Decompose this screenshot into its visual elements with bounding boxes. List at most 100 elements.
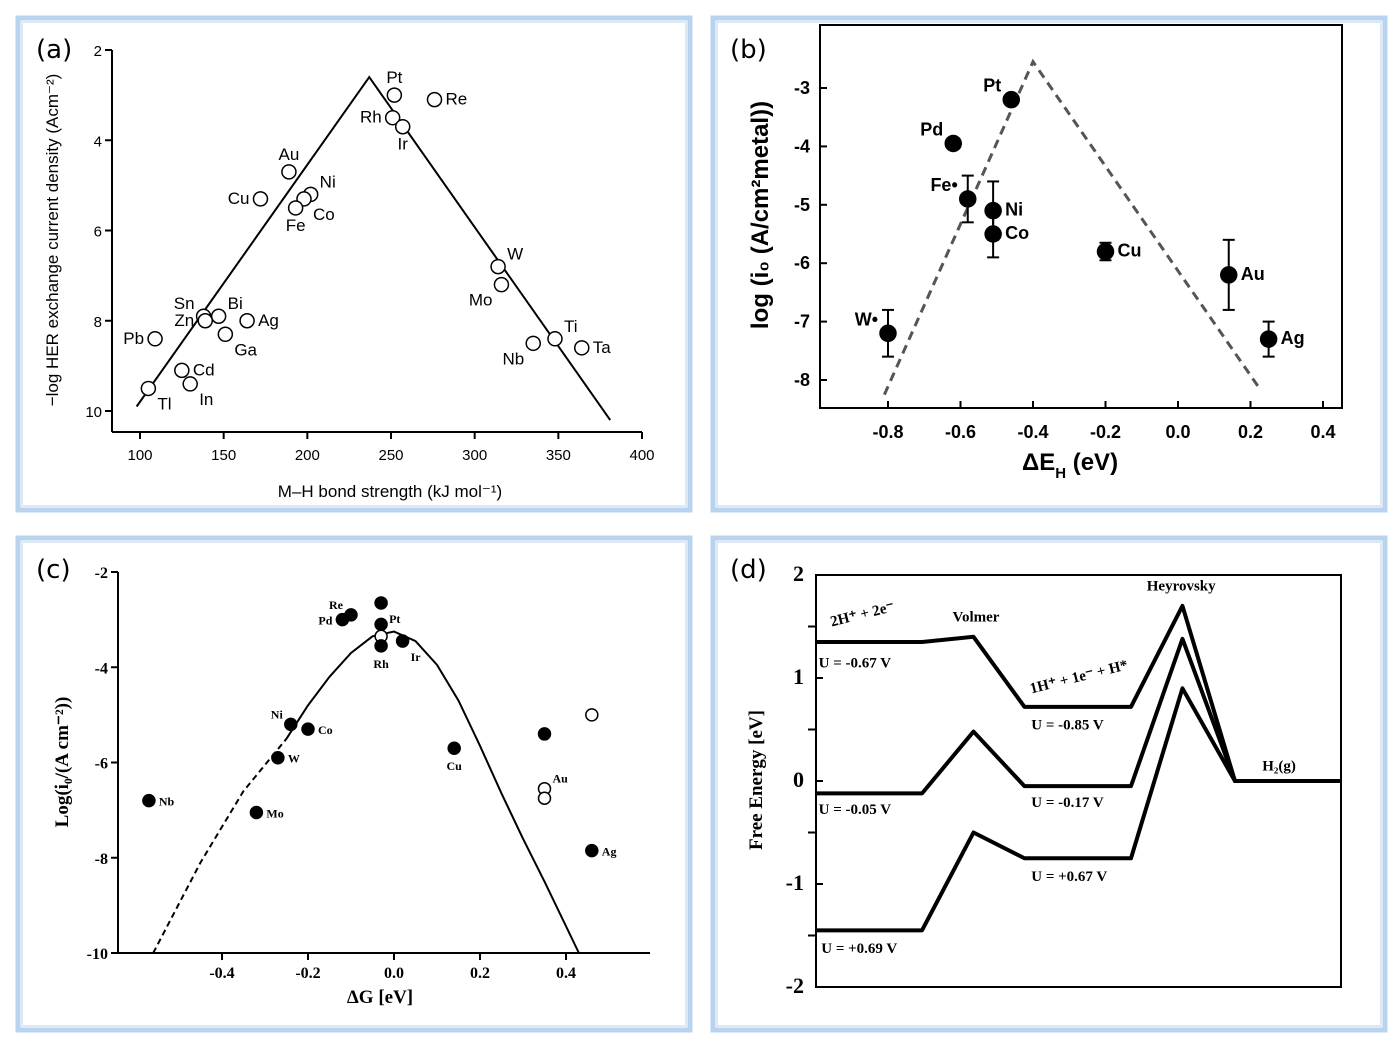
- y-tick-label: 4: [94, 133, 102, 150]
- data-point-label: Au: [279, 145, 300, 164]
- data-point: [249, 805, 264, 820]
- data-point-label: Ir: [398, 135, 409, 154]
- x-tick-label: 250: [378, 447, 403, 464]
- y-tick-label: -10: [87, 946, 108, 963]
- x-tick-label: 150: [211, 447, 236, 464]
- data-point-label: Bi: [228, 294, 243, 313]
- data-point-label: Pt: [386, 68, 402, 87]
- x-tick-label: 0.2: [470, 965, 490, 982]
- y-axis-label: Log(i₀/(A cm⁻²)): [52, 697, 73, 828]
- data-point-label: Au: [1241, 264, 1265, 284]
- y-tick-label: -6: [95, 756, 108, 773]
- trend-line-solid: [135, 75, 612, 421]
- y-tick-label: -4: [95, 660, 108, 677]
- panel-frame: [710, 15, 1388, 513]
- panel-frame: [15, 15, 693, 513]
- data-point: [281, 164, 297, 180]
- data-point-label: Sn: [174, 294, 195, 313]
- data-point: [944, 134, 962, 153]
- y-tick-label: -7: [794, 312, 810, 332]
- x-tick-label: -0.4: [1017, 422, 1048, 442]
- x-tick-label: 0.4: [1310, 422, 1335, 442]
- data-point-label: Cu: [1118, 241, 1142, 261]
- y-tick-label: 1: [793, 664, 804, 689]
- x-tick-label: 0.2: [1238, 422, 1263, 442]
- data-point-label: Ag: [258, 311, 279, 330]
- data-point-label: Fe: [286, 216, 306, 235]
- panel-b: (b) -0.8 -0.6 -0.4 -0.2 0.0 0.2 0.4 -3 -4 -5 -6 -7 -8…: [710, 15, 1388, 513]
- data-point: [182, 376, 198, 392]
- y-tick-label: -5: [794, 195, 810, 215]
- data-point-label: Zn: [174, 311, 194, 330]
- panel-label: (c): [36, 555, 71, 585]
- x-tick-label: -0.2: [1090, 422, 1121, 442]
- annotation: Volmer: [953, 609, 1000, 625]
- panel-a: (a) 100 150 200 250 300 350 400 2 4 6 8 10 M–H bond s…: [15, 15, 693, 513]
- data-point-label: In: [199, 390, 213, 409]
- data-point: [959, 190, 977, 208]
- data-point: [239, 313, 255, 329]
- x-tick-label: 400: [629, 447, 654, 464]
- x-axis-label-unit: (eV): [1066, 449, 1118, 476]
- data-point-label: Re: [329, 598, 344, 612]
- data-point: [374, 639, 388, 653]
- data-point-label: Pd: [920, 119, 943, 139]
- y-tick-label: 10: [85, 404, 102, 421]
- panel-frame-inner: [21, 541, 687, 1027]
- data-point-label: Ir: [411, 650, 422, 664]
- data-point: [217, 326, 234, 343]
- data-point: [386, 87, 403, 103]
- data-point-label: Cu: [228, 189, 250, 208]
- x-tick-label: 0.0: [1165, 422, 1190, 442]
- y-tick-label: 8: [94, 314, 102, 331]
- data-point: [537, 791, 552, 805]
- data-point-label: Ni: [271, 707, 284, 721]
- data-point-label: Ta: [593, 338, 612, 357]
- y-tick-label: -8: [794, 370, 810, 390]
- data-point: [525, 335, 541, 352]
- data-point: [1096, 242, 1115, 261]
- annotation: H₂(g): [1262, 759, 1296, 775]
- y-axis-label: −log HER exchange current density (Acm⁻²…: [43, 74, 62, 407]
- data-point: [574, 340, 590, 356]
- y-tick-label: 2: [793, 561, 804, 586]
- y-tick-label: -2: [786, 973, 804, 998]
- data-point-label: Cd: [193, 360, 215, 379]
- data-point: [335, 612, 350, 627]
- x-axis-label: ΔG [eV]: [347, 987, 413, 1008]
- data-point-label: Co: [313, 205, 335, 224]
- data-point: [490, 258, 506, 275]
- y-tick-label: 6: [94, 224, 102, 241]
- data-point: [252, 191, 269, 207]
- data-point-label: Pt: [983, 76, 1001, 96]
- x-tick-label: 100: [127, 447, 152, 464]
- data-point-label: Rh: [373, 657, 389, 671]
- y-tick-label: -8: [95, 851, 108, 868]
- data-point: [537, 727, 552, 741]
- panel-frame: [710, 535, 1388, 1033]
- x-tick-label: 0.0: [384, 965, 404, 982]
- y-tick-label: -2: [95, 565, 108, 582]
- axes-box: [819, 24, 1343, 409]
- data-point: [984, 225, 1002, 243]
- y-axis-label: log (i₀ (A/cm²metal)): [747, 101, 774, 329]
- energy-path: [816, 686, 1341, 933]
- panel-label: (a): [36, 35, 72, 65]
- data-point: [1220, 266, 1238, 284]
- annotation: Heyrovsky: [1147, 578, 1216, 594]
- x-tick-label: -0.6: [945, 422, 976, 442]
- data-point-label: Ga: [234, 340, 257, 359]
- annotation: U = -0.05 V: [819, 802, 892, 818]
- data-point-label: Ag: [602, 845, 617, 859]
- annotation: U = -0.85 V: [1031, 718, 1104, 734]
- data-point-label: Ni: [320, 172, 336, 191]
- data-point: [547, 331, 563, 347]
- data-point-label: Tl: [157, 394, 171, 413]
- annotation: U = +0.69 V: [821, 941, 897, 957]
- data-point: [426, 91, 443, 108]
- x-tick-label: -0.4: [209, 965, 234, 982]
- y-tick-label: -4: [794, 136, 810, 156]
- data-point: [374, 617, 388, 632]
- data-point-label: Nb: [502, 349, 524, 368]
